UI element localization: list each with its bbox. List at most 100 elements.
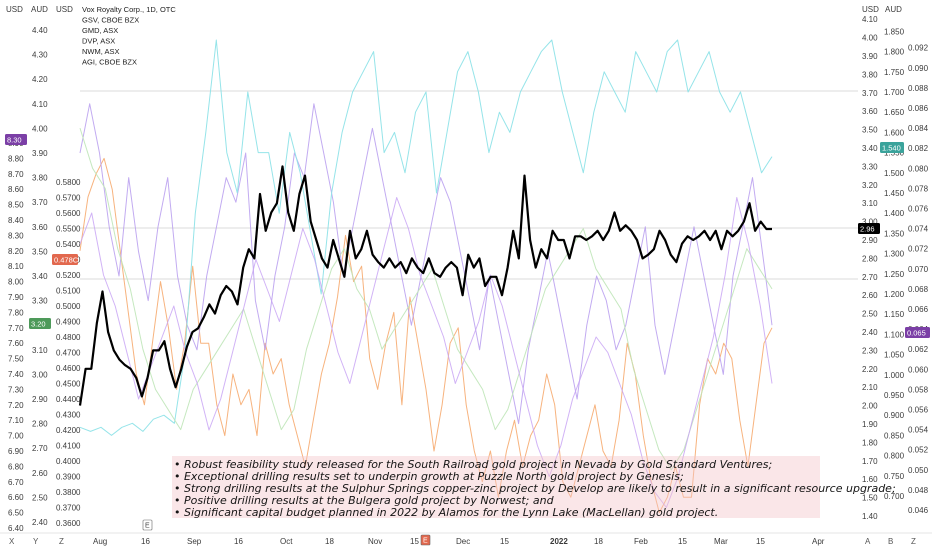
left-unit-usd-2: USD [56, 5, 73, 14]
tick-label-right-aud-1: 0.750 [884, 472, 905, 481]
tick-label-right-usd: 3.30 [862, 162, 878, 171]
tick-label-right-usd: 2.50 [862, 310, 878, 319]
tick-label-right-aud-1: 1.800 [884, 48, 905, 57]
tick-label-right-usd: 3.40 [862, 144, 878, 153]
legend-entry: NWM, ASX [82, 47, 120, 56]
event-marker[interactable] [420, 534, 431, 546]
tick-label-left-aud: 3.70 [32, 198, 48, 207]
series-line-gmd [79, 103, 773, 425]
tick-label-right-aud-1: 1.650 [884, 108, 905, 117]
scale-toggle-right[interactable]: B [888, 537, 893, 546]
tick-label-left-usd-2: 0.4100 [56, 442, 81, 451]
tick-label-left-aud: 4.30 [32, 51, 48, 60]
tick-label-right-aud-2: 0.062 [908, 345, 929, 354]
tick-label-right-usd: 2.60 [862, 291, 878, 300]
tick-label-right-aud-1: 1.150 [884, 310, 905, 319]
tick-label-left-usd-2: 0.3900 [56, 473, 81, 482]
annotation-line-3: • Strong drilling results at the Sulphur… [174, 482, 896, 495]
price-tags: 8.30 0.478C 3.20 2.96 1.540 0.065 [5, 134, 930, 338]
tick-label-right-aud-2: 0.074 [908, 225, 929, 234]
tick-label-left-usd-1: 7.70 [8, 324, 24, 333]
tick-label-right-aud-1: 0.900 [884, 411, 905, 420]
tick-label-right-aud-2: 0.088 [908, 84, 929, 93]
scale-toggle-left[interactable]: Y [33, 537, 39, 546]
tick-label-right-aud-1: 1.550 [884, 149, 905, 158]
tick-label-right-aud-1: 1.350 [884, 229, 905, 238]
tick-label-left-usd-2: 0.3600 [56, 519, 81, 528]
tick-label-right-usd: 1.90 [862, 420, 878, 429]
axis-unit-labels: USD AUD USD USD AUD [6, 5, 902, 14]
tick-label-left-usd-2: 0.4200 [56, 426, 81, 435]
x-tick-label: Nov [368, 537, 382, 546]
tick-label-left-usd-1: 6.80 [8, 462, 24, 471]
tick-label-right-aud-2: 0.068 [908, 285, 929, 294]
event-marker-label: E [145, 523, 150, 530]
tick-label-right-aud-2: 0.092 [908, 44, 929, 53]
annotation-box [172, 456, 820, 518]
tick-label-right-usd: 3.70 [862, 89, 878, 98]
tick-label-right-usd: 1.70 [862, 457, 878, 466]
tick-label-right-usd: 4.00 [862, 34, 878, 43]
tick-label-right-usd: 3.00 [862, 218, 878, 227]
tick-label-left-usd-2: 0.4400 [56, 395, 81, 404]
price-tag-bg [29, 318, 51, 329]
tick-label-left-usd-1: 7.40 [8, 370, 24, 379]
tick-label-left-aud: 4.40 [32, 26, 48, 35]
tick-label-left-usd-1: 6.50 [8, 509, 24, 518]
scale-toggle-right[interactable]: A [865, 537, 871, 546]
tick-label-left-aud: 4.00 [32, 124, 48, 133]
tick-label-right-aud-1: 1.850 [884, 27, 905, 36]
tick-label-right-aud-1: 1.200 [884, 290, 905, 299]
tick-label-right-usd: 1.40 [862, 512, 878, 521]
x-tick-label: 15 [756, 537, 765, 546]
x-tick-label: Feb [634, 537, 648, 546]
tick-label-right-usd: 2.30 [862, 346, 878, 355]
tick-label-left-usd-1: 8.00 [8, 278, 24, 287]
tick-label-right-usd: 4.10 [862, 15, 878, 24]
x-tick-label: 18 [594, 537, 603, 546]
tick-label-left-usd-2: 0.5500 [56, 225, 81, 234]
scale-toggle-left[interactable]: X [9, 537, 15, 546]
tick-label-right-aud-2: 0.072 [908, 245, 929, 254]
tick-label-left-aud: 2.60 [32, 469, 48, 478]
tick-label-right-aud-2: 0.086 [908, 104, 929, 113]
tick-label-left-usd-2: 0.5400 [56, 240, 81, 249]
tick-label-left-usd-2: 0.3800 [56, 488, 81, 497]
tick-label-right-aud-1: 1.300 [884, 250, 905, 259]
tick-label-left-usd-1: 7.30 [8, 385, 24, 394]
tick-label-left-usd-2: 0.5700 [56, 194, 81, 203]
tick-label-left-usd-1: 8.70 [8, 170, 24, 179]
tick-label-left-usd-2: 0.5200 [56, 271, 81, 280]
tick-label-right-aud-2: 0.050 [908, 466, 929, 475]
tick-label-right-usd: 3.50 [862, 126, 878, 135]
tick-label-left-usd-2: 0.5800 [56, 178, 81, 187]
tick-label-right-aud-1: 1.750 [884, 68, 905, 77]
x-tick-label: 15 [500, 537, 509, 546]
tick-label-right-aud-1: 1.100 [884, 330, 905, 339]
scale-toggle-left[interactable]: Z [59, 537, 64, 546]
tick-label-right-usd: 1.50 [862, 494, 878, 503]
tick-label-right-aud-1: 0.950 [884, 391, 905, 400]
right-price-scales[interactable]: 1.40 1.50 1.60 1.70 1.80 1.90 2.00 2.10 2.20 2.30… [862, 15, 929, 521]
tick-label-left-usd-2: 0.4500 [56, 380, 81, 389]
tick-label-left-usd-1: 7.50 [8, 355, 24, 364]
chart-legend: Vox Royalty Corp., 1D, OTC GSV, CBOE BZXG… [82, 5, 176, 67]
event-marker[interactable] [142, 519, 153, 531]
tick-label-right-aud-2: 0.078 [908, 184, 929, 193]
tick-label-left-usd-1: 7.00 [8, 432, 24, 441]
time-axis[interactable]: Aug 16 Sep 16 Oct 18 Nov 15 Dec 15 2022 18 Feb 15 Mar 1… [0, 519, 932, 546]
tick-label-left-usd-1: 8.40 [8, 216, 24, 225]
horizontal-reference-lines [80, 90, 858, 280]
tick-label-left-aud: 2.50 [32, 493, 48, 502]
tick-label-left-usd-2: 0.3700 [56, 504, 81, 513]
scale-toggle-right[interactable]: Z [911, 537, 916, 546]
tick-label-left-usd-1: 7.60 [8, 339, 24, 348]
tick-label-right-aud-1: 1.600 [884, 128, 905, 137]
tick-label-right-aud-2: 0.076 [908, 205, 929, 214]
tick-label-right-usd: 2.10 [862, 383, 878, 392]
left-price-scales[interactable]: 6.40 6.50 6.60 6.70 6.80 6.90 7.00 7.10 7.20 7.30… [8, 26, 81, 533]
tick-label-left-usd-1: 8.30 [8, 231, 24, 240]
tick-label-right-aud-2: 0.056 [908, 406, 929, 415]
tick-label-left-aud: 3.50 [32, 247, 48, 256]
tick-label-left-aud: 2.90 [32, 395, 48, 404]
